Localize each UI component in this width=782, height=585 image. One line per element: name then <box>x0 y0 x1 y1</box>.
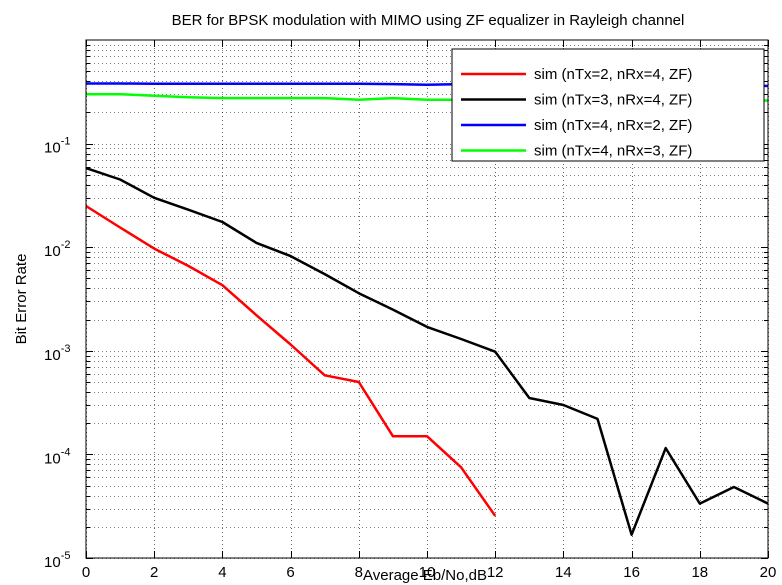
y-tick-label: 10-3 <box>44 343 70 364</box>
y-tick-exponent: -4 <box>61 446 71 458</box>
y-tick-base: 10 <box>44 554 61 571</box>
chart-title: BER for BPSK modulation with MIMO using … <box>172 12 685 29</box>
x-axis-label: Average Eb/No,dB <box>363 567 487 584</box>
x-tick-label: 18 <box>691 564 708 581</box>
x-tick-label: 8 <box>355 564 363 581</box>
x-tick-label: 4 <box>218 564 226 581</box>
x-tick-label: 6 <box>286 564 294 581</box>
y-tick-base: 10 <box>44 243 61 260</box>
x-tick-label: 0 <box>82 564 90 581</box>
y-tick-label: 10-5 <box>44 550 70 571</box>
legend-box <box>451 48 765 162</box>
y-tick-base: 10 <box>44 450 61 467</box>
y-tick-exponent: -2 <box>61 239 71 251</box>
y-tick-exponent: -5 <box>61 550 71 562</box>
y-tick-base: 10 <box>44 347 61 364</box>
legend-label-3: sim (nTx=4, nRx=2, ZF) <box>534 117 692 134</box>
x-tick-label: 2 <box>150 564 158 581</box>
legend-label-4: sim (nTx=4, nRx=3, ZF) <box>534 143 692 160</box>
series-line-1 <box>85 204 497 517</box>
plot-frame <box>85 39 769 559</box>
x-tick-label: 14 <box>555 564 572 581</box>
legend: sim (nTx=2, nRx=4, ZF) sim (nTx=3, nRx=4,… <box>451 48 765 162</box>
y-tick-label: 10-1 <box>44 136 70 157</box>
y-tick-exponent: -1 <box>61 136 71 148</box>
x-tick-label: 20 <box>760 564 777 581</box>
y-tick-label: 10-2 <box>44 239 70 260</box>
y-tick-exponent: -3 <box>61 343 71 355</box>
legend-label-2: sim (nTx=3, nRx=4, ZF) <box>534 92 692 109</box>
x-tick-label: 16 <box>623 564 640 581</box>
y-axis-label: Bit Error Rate <box>13 254 30 345</box>
x-tick-label: 12 <box>487 564 504 581</box>
series-line-2 <box>85 166 769 536</box>
y-tick-label: 10-4 <box>44 446 70 467</box>
x-tick-label: 10 <box>419 564 436 581</box>
legend-label-1: sim (nTx=2, nRx=4, ZF) <box>534 66 692 83</box>
x-tick-labels: 0 2 4 6 8 10 12 14 16 18 20 <box>82 564 777 581</box>
y-tick-base: 10 <box>44 140 61 157</box>
y-tick-labels: 10-510-410-310-210-1 <box>44 136 70 571</box>
